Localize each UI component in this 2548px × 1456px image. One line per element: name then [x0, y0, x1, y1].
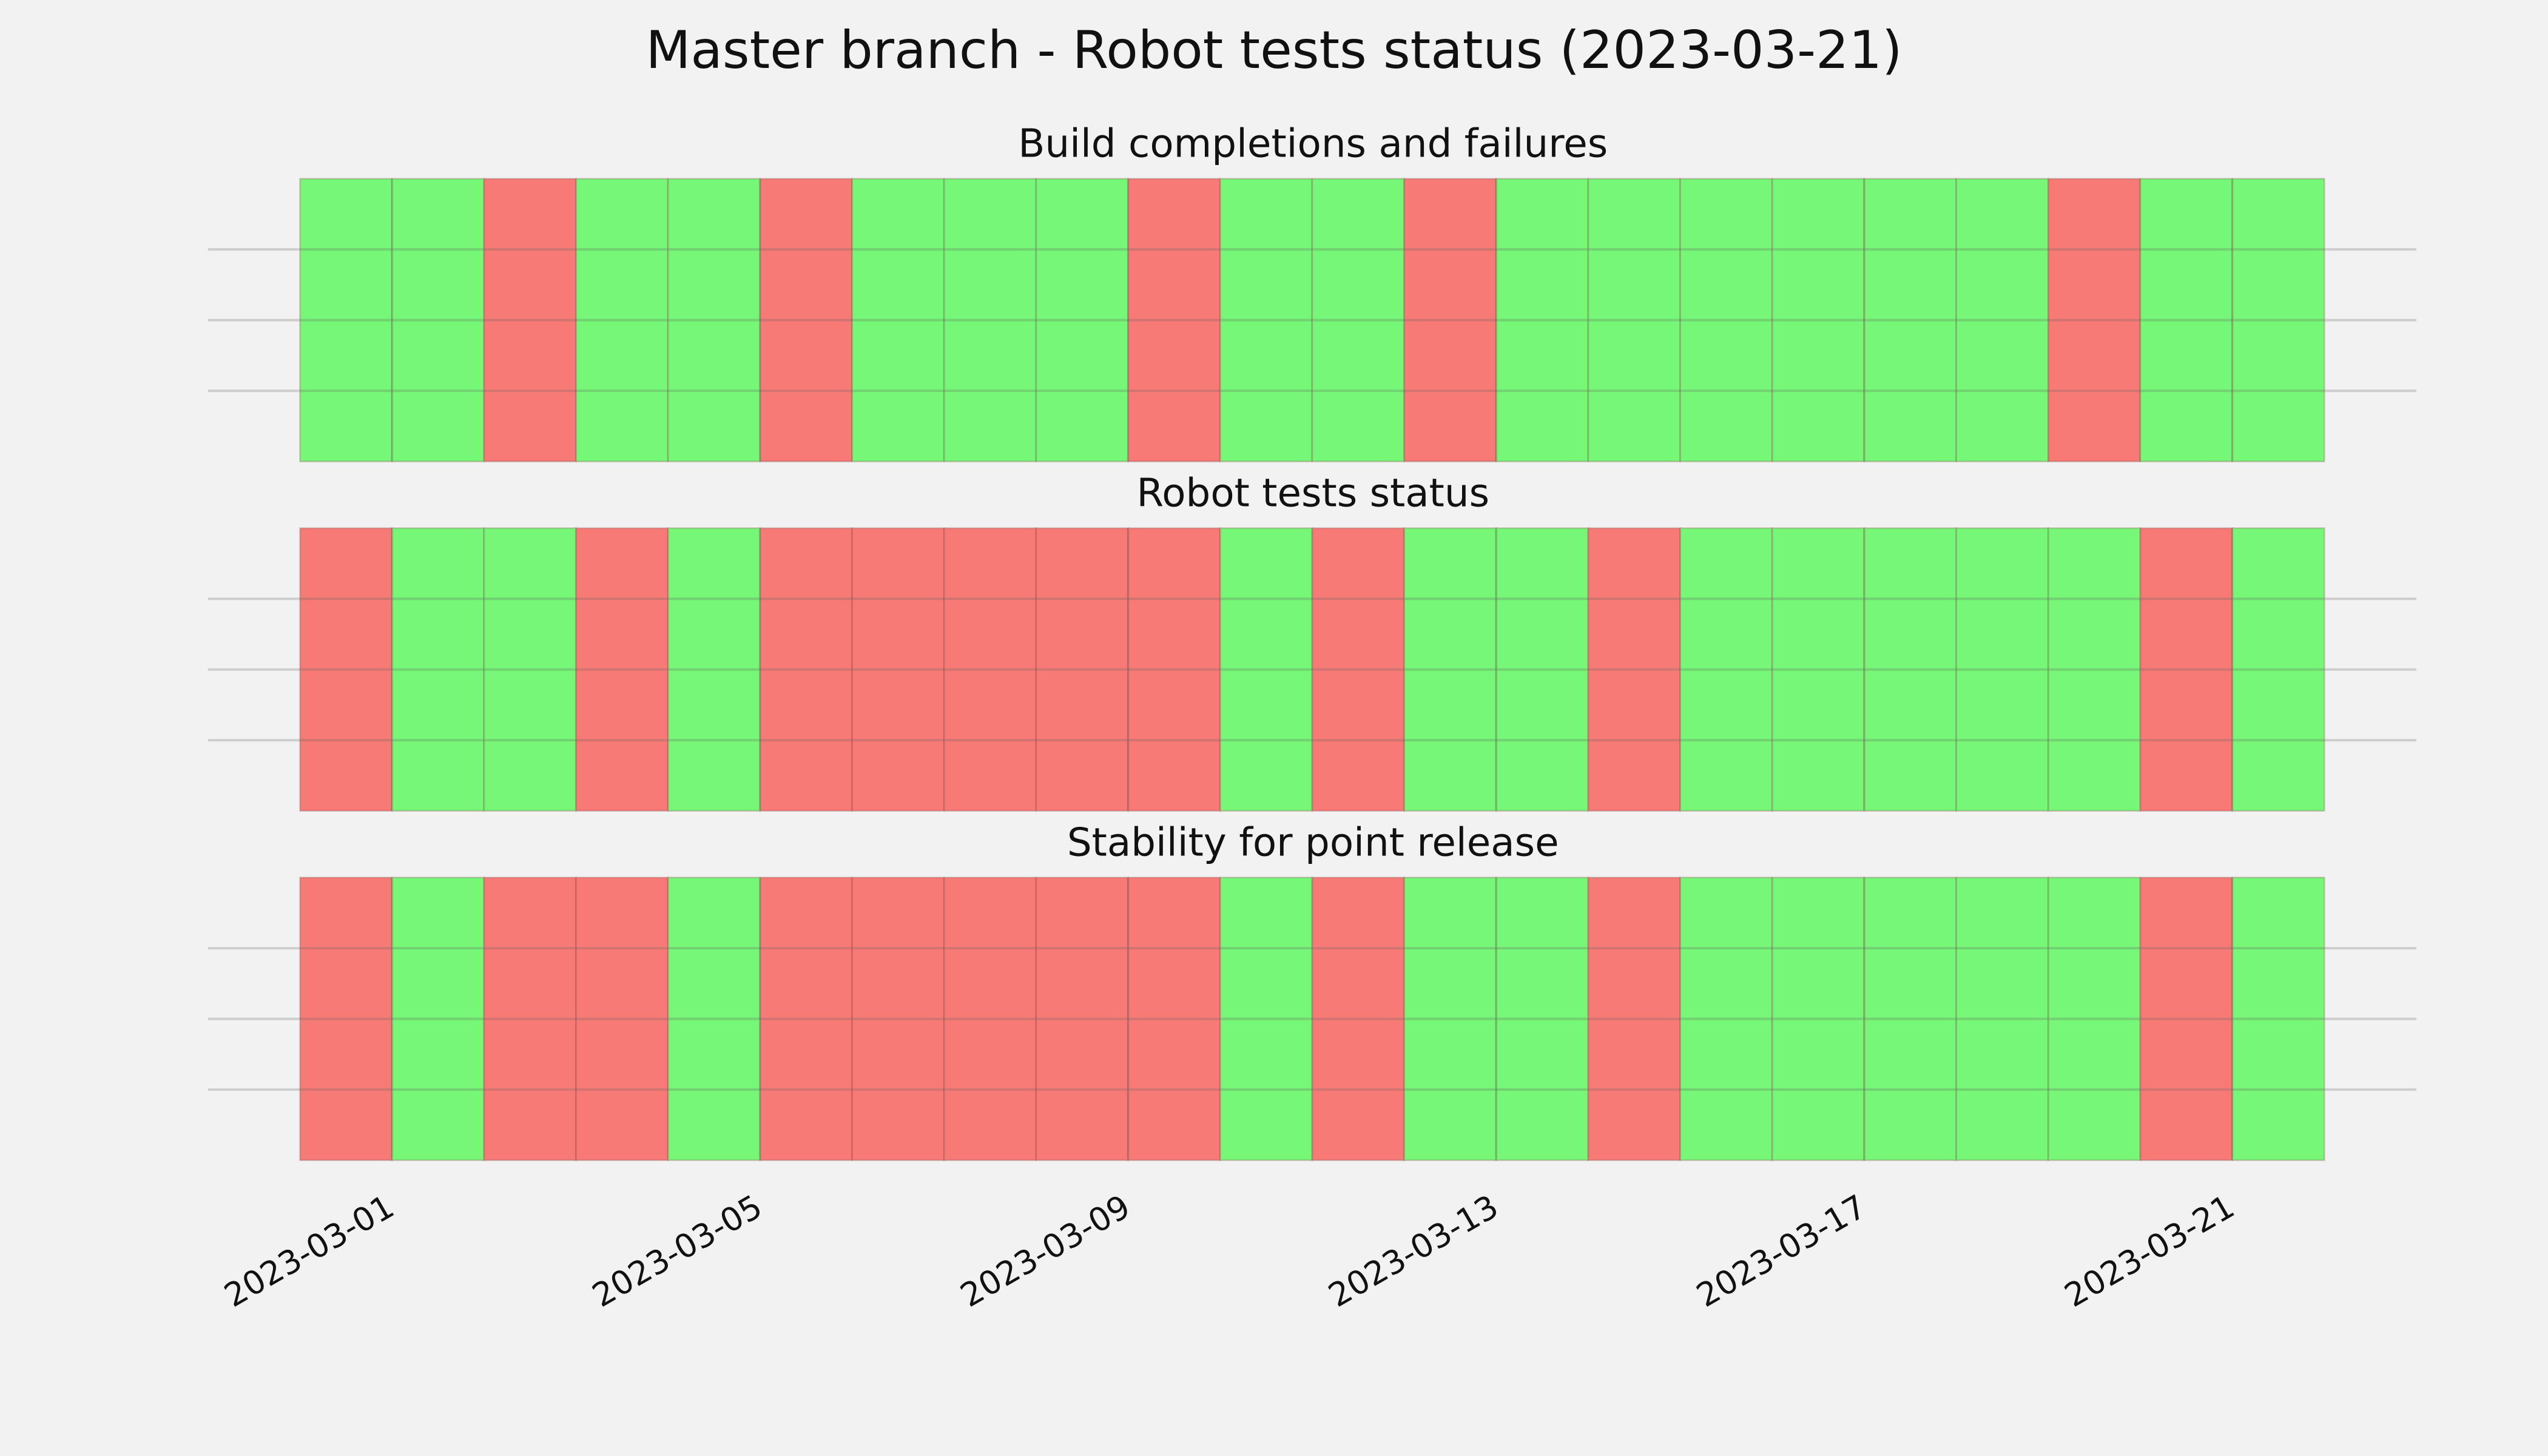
panel-title: Robot tests status	[1136, 471, 1489, 516]
status-bar	[1587, 527, 1681, 812]
chart-title: Master branch - Robot tests status (2023…	[645, 20, 1902, 81]
status-bar	[2231, 527, 2325, 812]
status-bar	[391, 178, 485, 463]
status-bar	[2139, 178, 2234, 463]
status-bar	[299, 178, 393, 463]
status-bar	[1771, 178, 1866, 463]
status-bar	[1127, 527, 1221, 812]
status-bar	[1587, 877, 1681, 1161]
status-bar	[943, 877, 1037, 1161]
status-bar	[391, 877, 485, 1161]
status-bar	[1035, 527, 1129, 812]
status-bar	[299, 527, 393, 812]
status-bar	[759, 877, 853, 1161]
status-bar	[483, 877, 577, 1161]
status-bar	[2139, 877, 2234, 1161]
status-bar	[1863, 178, 1958, 463]
status-bar	[759, 178, 853, 463]
status-bar	[1219, 877, 1313, 1161]
status-bar	[1863, 527, 1958, 812]
status-bar	[667, 527, 761, 812]
status-bar	[1679, 527, 1773, 812]
status-bar	[2231, 877, 2325, 1161]
status-bar	[2048, 527, 2142, 812]
status-bar	[1219, 178, 1313, 463]
status-bar	[1955, 527, 2049, 812]
status-bar	[1955, 877, 2049, 1161]
status-bar	[1219, 527, 1313, 812]
status-bar	[1127, 877, 1221, 1161]
panel-title: Build completions and failures	[1018, 121, 1608, 167]
status-bar	[1127, 178, 1221, 463]
status-bar	[483, 178, 577, 463]
status-bar	[1311, 877, 1405, 1161]
status-bar	[575, 527, 669, 812]
status-bar	[2231, 178, 2325, 463]
status-bar	[575, 178, 669, 463]
status-bar	[1771, 877, 1866, 1161]
status-bar	[667, 178, 761, 463]
status-bar	[851, 527, 945, 812]
panel-title: Stability for point release	[1067, 820, 1559, 865]
status-bar	[851, 877, 945, 1161]
status-bar	[1311, 178, 1405, 463]
status-bar	[2048, 178, 2142, 463]
status-bar	[2048, 877, 2142, 1161]
status-bar	[1403, 178, 1497, 463]
status-bar	[299, 877, 393, 1161]
status-bar	[943, 527, 1037, 812]
status-bar	[1495, 877, 1589, 1161]
status-bar	[1403, 527, 1497, 812]
status-bar	[943, 178, 1037, 463]
status-bar	[1679, 178, 1773, 463]
status-bar	[1679, 877, 1773, 1161]
status-bar	[1035, 178, 1129, 463]
status-bar	[851, 178, 945, 463]
status-bar	[1771, 527, 1866, 812]
status-bar	[391, 527, 485, 812]
status-bar	[1587, 178, 1681, 463]
status-bar	[1955, 178, 2049, 463]
status-bar	[1495, 178, 1589, 463]
status-bar	[575, 877, 669, 1161]
status-bar	[1495, 527, 1589, 812]
